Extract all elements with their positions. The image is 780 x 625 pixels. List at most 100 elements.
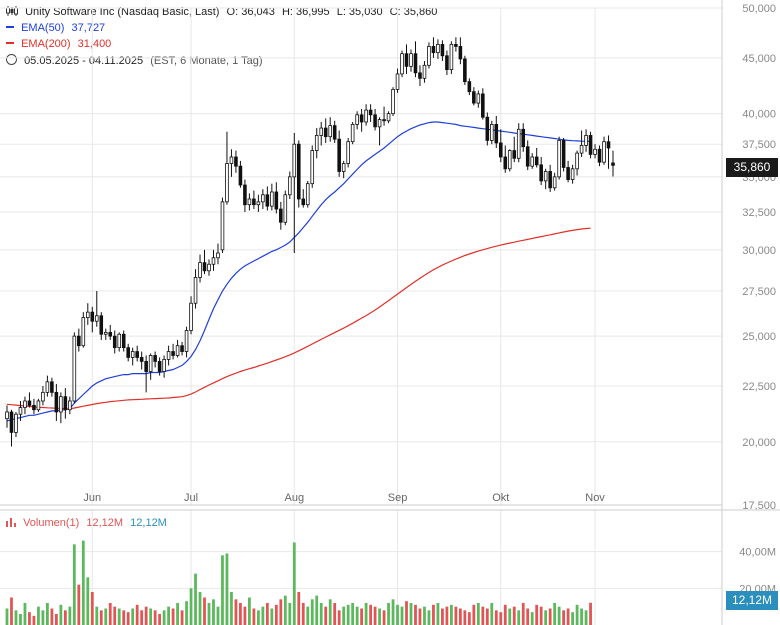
candle-body [234, 156, 238, 167]
chart-title: Unity Software Inc (Nasdaq Basic, Last) [25, 6, 220, 18]
volume-bar [566, 608, 570, 625]
volume-bar [530, 612, 534, 625]
volume-bar [234, 599, 238, 625]
candle-body [525, 146, 530, 167]
volume-badge: 12,12M [726, 591, 778, 610]
candle-body [292, 143, 297, 178]
candle-body [463, 58, 467, 83]
volume-bar [68, 606, 72, 625]
candle-body [521, 128, 526, 148]
candle-body [279, 208, 283, 223]
x-tick-label: Sep [388, 492, 408, 504]
volume-bar [248, 597, 251, 625]
candle-body [171, 351, 175, 356]
candle-body [346, 141, 350, 164]
volume-bar [189, 588, 193, 625]
volume-bar [301, 603, 305, 625]
volume-bar [324, 606, 328, 625]
volume-bar [584, 610, 588, 625]
open-value: O: 36,043 [226, 6, 275, 18]
candle-body [148, 355, 153, 372]
candle-body [507, 150, 512, 170]
volume-bar [274, 604, 278, 625]
volume-bar [369, 604, 372, 625]
candle-body [440, 43, 445, 57]
candle-body [314, 135, 319, 151]
candle-body [256, 201, 261, 206]
candle-body [534, 156, 539, 166]
volume-bar [46, 603, 49, 625]
volume-bar [391, 599, 395, 625]
candle-body [103, 331, 108, 335]
volume-bar [544, 610, 548, 625]
volume-bar [239, 603, 242, 625]
candle-body [86, 311, 90, 318]
candle-body [90, 311, 95, 322]
x-tick-label: Aug [284, 492, 304, 504]
volume-bar [526, 608, 530, 625]
volume-bar [32, 615, 36, 625]
price-badge: 35,860 [726, 158, 778, 177]
volume-bar [315, 595, 319, 625]
x-tick-label: Nov [585, 492, 605, 504]
candle-body [579, 145, 584, 154]
candle-body [14, 413, 18, 433]
volume-bar [450, 604, 453, 625]
candle-body [135, 351, 139, 358]
y-tick-label: 50,000 [742, 3, 776, 15]
candle-body [557, 140, 561, 178]
candle-body [63, 396, 68, 411]
volume-bar [99, 610, 103, 625]
candle-body [373, 114, 377, 128]
candle-body [225, 163, 229, 203]
volume-bar [63, 610, 67, 625]
volume-bar [95, 606, 99, 625]
candle-body [184, 330, 189, 352]
y-tick-label: 40,000 [742, 109, 776, 121]
candle-body [72, 335, 77, 402]
volume-bar [297, 592, 301, 625]
volume-bar [243, 606, 247, 625]
candle-body [310, 150, 315, 185]
candle-body [162, 359, 166, 372]
volume-bar [575, 604, 579, 625]
candle-body [32, 404, 36, 411]
candle-body [431, 46, 436, 54]
candle-body [548, 171, 552, 189]
candle-body [436, 43, 440, 54]
candle-body [305, 183, 310, 206]
volume-bar [499, 612, 503, 625]
volume-bar [310, 599, 314, 625]
volume-bar [108, 603, 112, 625]
candle-body [498, 142, 503, 158]
candle-body [94, 315, 99, 322]
volume-bar [167, 606, 170, 625]
candle-body [530, 156, 534, 167]
volume-bar [283, 595, 287, 625]
volume-bar [221, 555, 224, 625]
ema200-value: 31,400 [77, 38, 112, 50]
ema200-legend[interactable]: EMA(200) 31,400 [6, 38, 115, 50]
volume-bar [252, 608, 256, 625]
volume-bar [441, 608, 444, 625]
candle-body [391, 89, 395, 115]
candle-body [261, 194, 265, 203]
candle-body [193, 277, 198, 304]
candle-body [418, 72, 422, 79]
candle-body [570, 168, 575, 180]
candle-body [543, 171, 548, 182]
ema50-legend[interactable]: EMA(50) 37,727 [6, 22, 109, 34]
candle-body [490, 124, 494, 141]
volume-bar [14, 610, 18, 625]
candle-body [467, 81, 472, 93]
volume-bar [153, 610, 157, 625]
volume-bar [131, 608, 135, 625]
candle-body [337, 138, 341, 172]
y-tick-label: 27,500 [742, 286, 776, 298]
volume-bar [414, 604, 417, 625]
candle-body [189, 302, 193, 331]
volume-bar [212, 599, 215, 625]
volume-bar [405, 601, 408, 625]
volume-bar [158, 614, 162, 625]
